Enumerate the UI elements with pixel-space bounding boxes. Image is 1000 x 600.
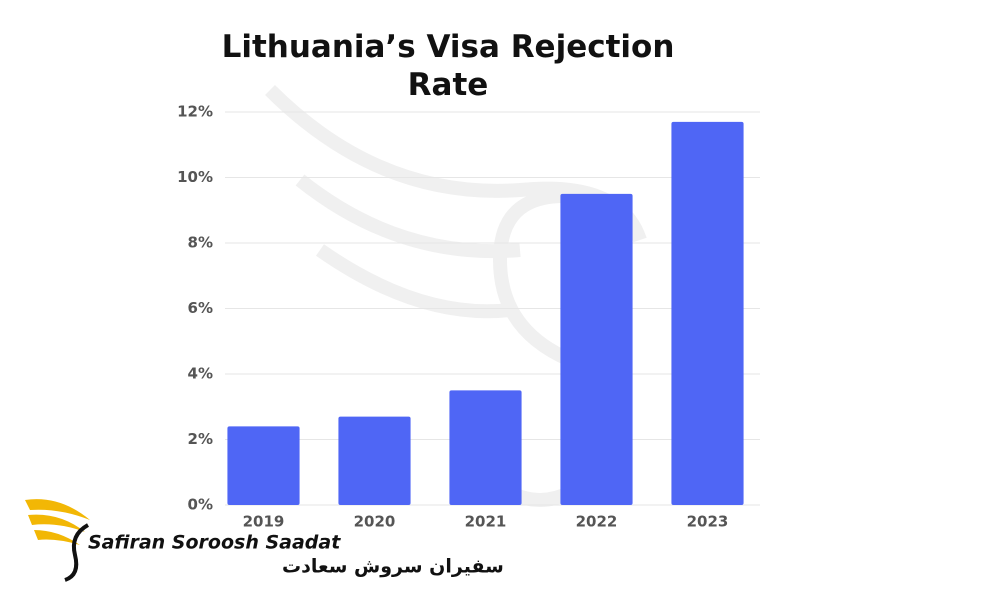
x-tick-label: 2022	[576, 513, 618, 531]
bar	[560, 193, 633, 505]
x-tick-label: 2021	[465, 513, 507, 531]
y-tick-label: 2%	[188, 430, 213, 448]
x-tick-label: 2019	[243, 513, 285, 531]
y-tick-label: 6%	[188, 299, 213, 317]
logo-name-fa: سفیران سروش سعادت	[282, 556, 504, 578]
y-tick-label: 12%	[177, 103, 213, 121]
bar	[671, 121, 744, 505]
y-tick-label: 10%	[177, 168, 213, 186]
x-tick-label: 2023	[687, 513, 729, 531]
y-tick-label: 4%	[188, 365, 213, 383]
bar	[449, 390, 522, 505]
logo-name: Safiran Soroosh Saadat	[88, 532, 341, 554]
x-tick-label: 2020	[354, 513, 396, 531]
bar	[227, 426, 300, 505]
y-tick-label: 0%	[188, 496, 213, 514]
logo-mark	[25, 499, 90, 582]
y-tick-label: 8%	[188, 234, 213, 252]
bar	[338, 416, 411, 505]
chart-title: Lithuania’s Visa Rejection Rate	[221, 29, 675, 103]
